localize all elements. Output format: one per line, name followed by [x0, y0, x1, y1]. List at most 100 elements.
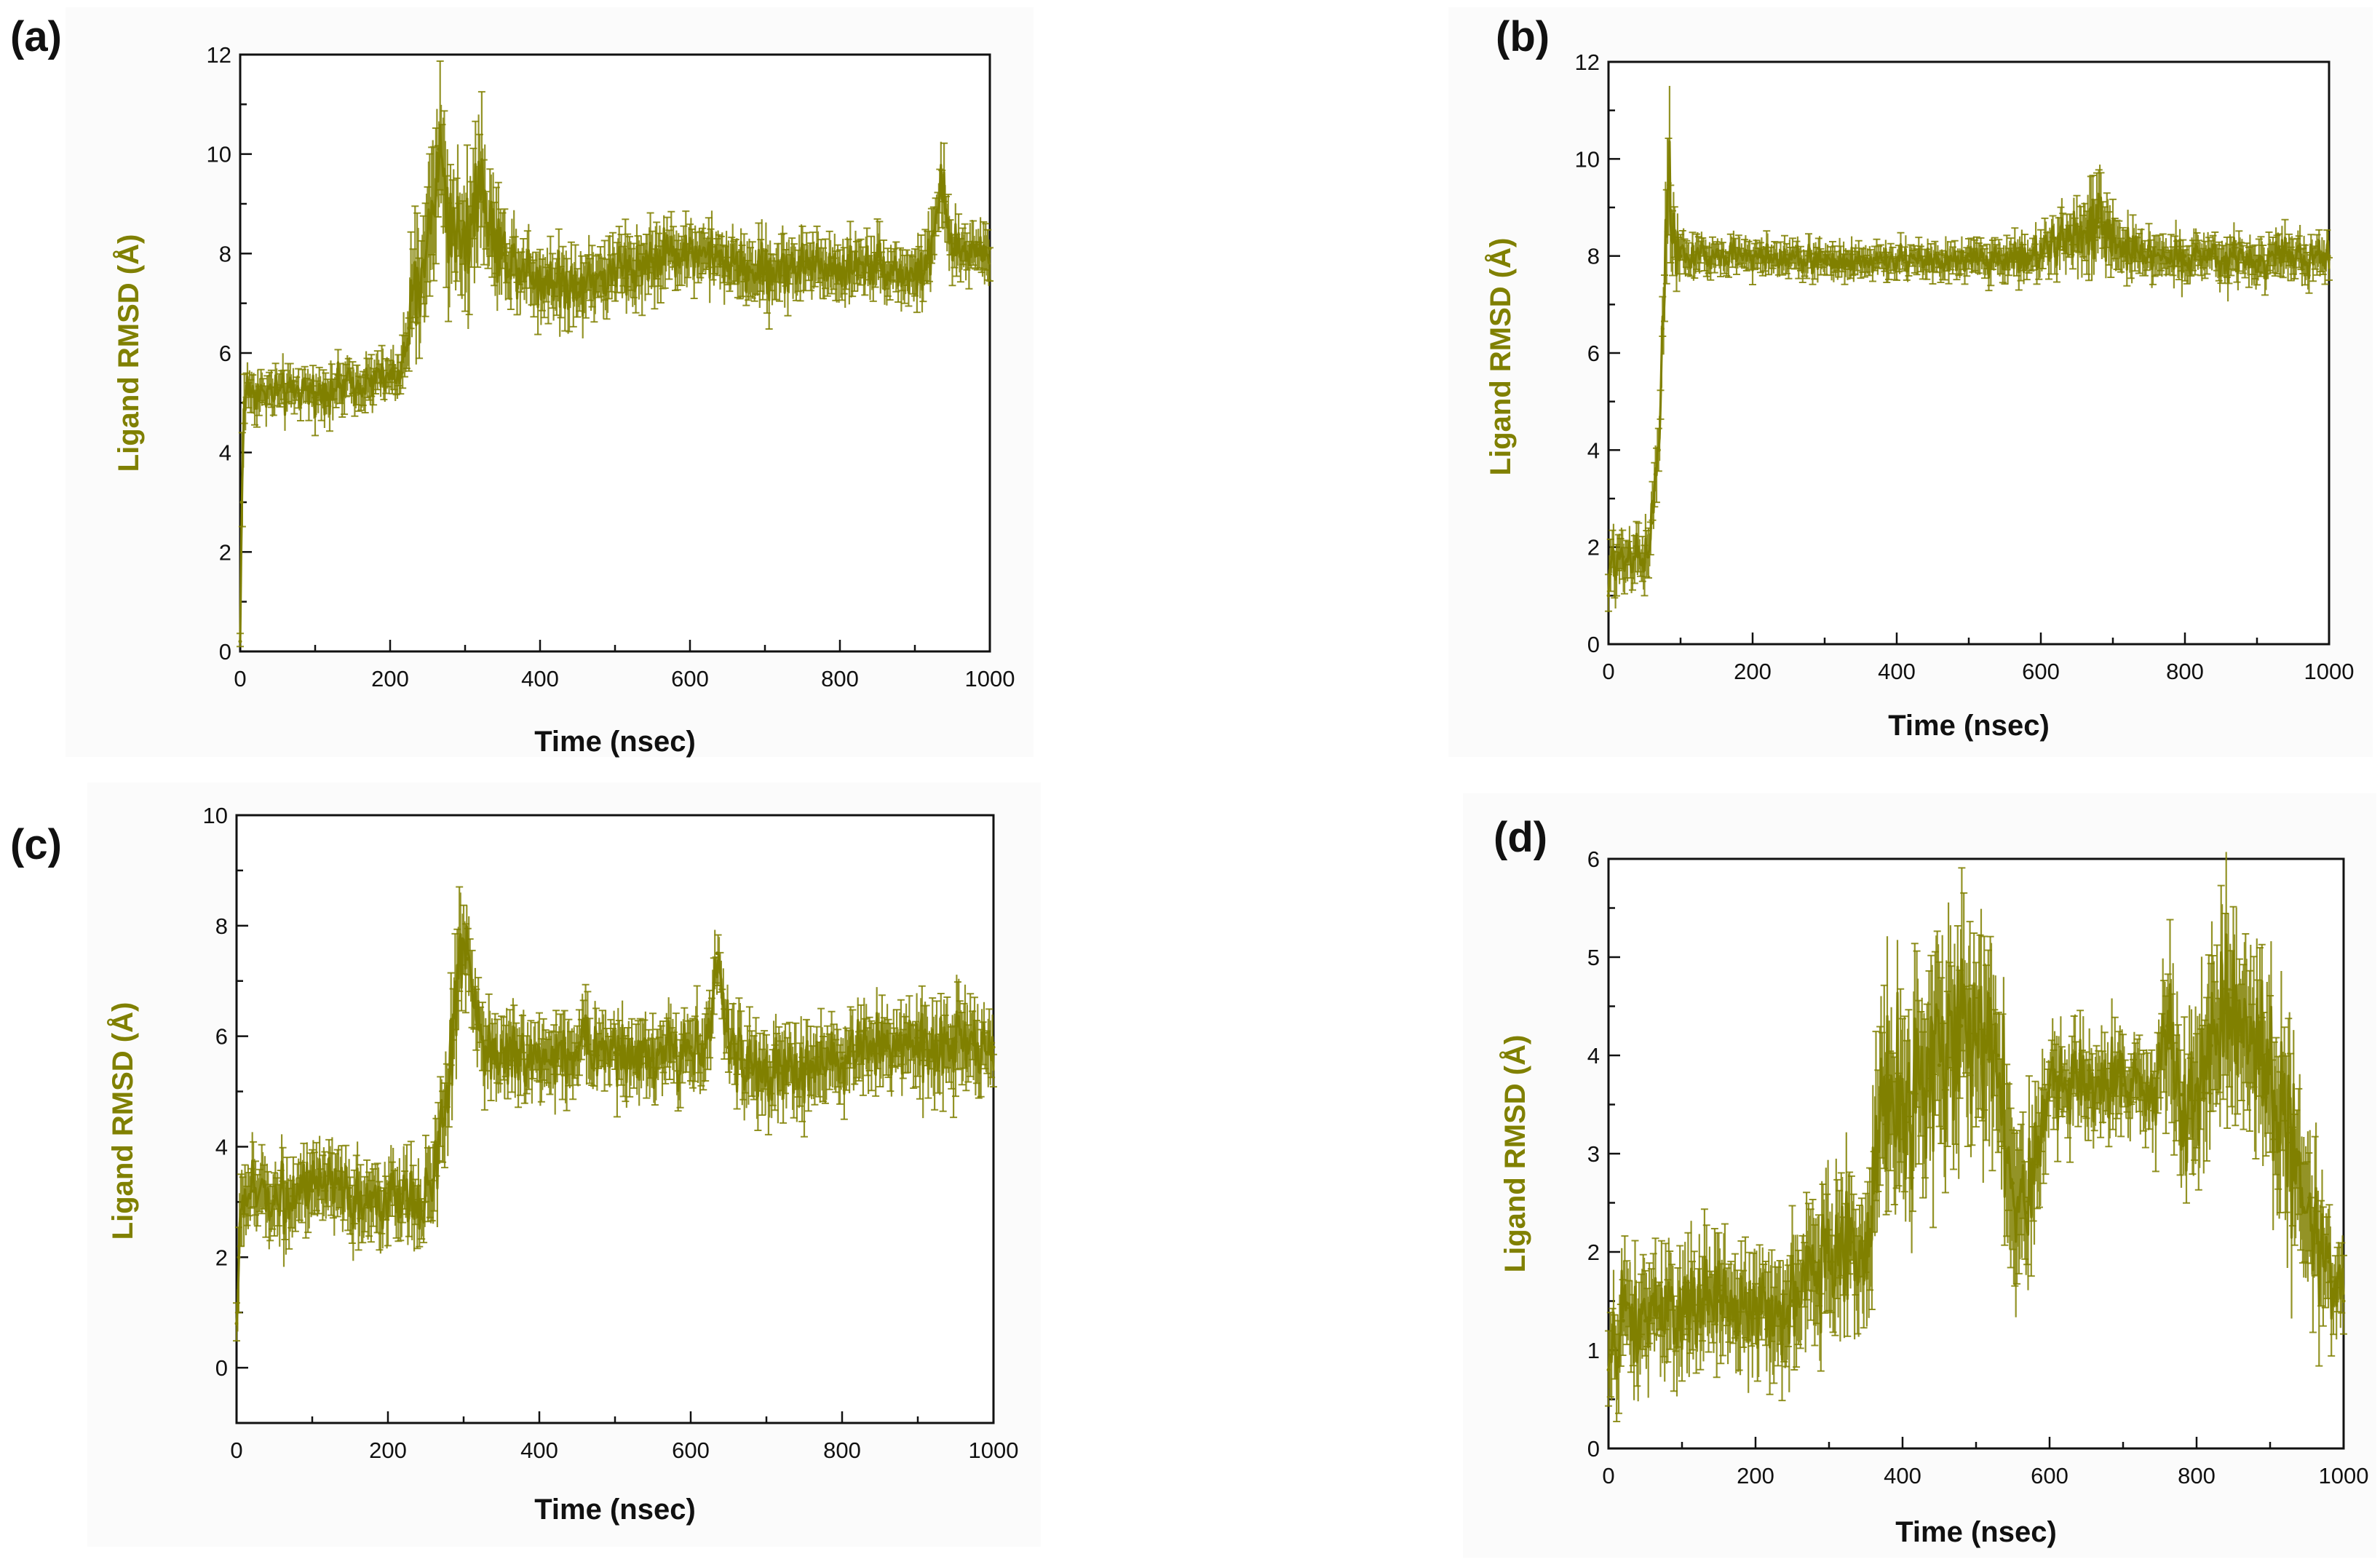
data-point — [501, 251, 504, 255]
y-tick-label: 4 — [1587, 1043, 1600, 1069]
data-point — [1667, 181, 1672, 186]
data-point — [2232, 1024, 2235, 1028]
panel-d-y-ticks: 0 1 2 3 4 5 6 — [1587, 847, 1620, 1462]
data-point — [988, 247, 992, 250]
data-point — [2312, 1230, 2317, 1234]
y-tick-label: 1 — [1587, 1338, 1600, 1363]
data-point — [1827, 1260, 1831, 1264]
x-tick-label: 800 — [2166, 659, 2204, 684]
series-line — [239, 124, 991, 641]
panel-b-x-axis-title: Time (nsec) — [1888, 710, 2050, 742]
x-tick-label: 400 — [521, 666, 559, 691]
panel-b-plot-frame — [1607, 60, 2331, 646]
data-point — [2268, 1063, 2272, 1067]
x-tick-label: 1000 — [2319, 1463, 2369, 1488]
data-point — [2047, 1083, 2052, 1087]
data-point — [764, 1073, 769, 1077]
data-point — [253, 391, 258, 395]
y-tick-label: 8 — [1587, 244, 1600, 269]
x-tick-label: 200 — [1734, 659, 1772, 684]
data-point — [1606, 1368, 1611, 1372]
data-point — [234, 1321, 239, 1325]
data-point — [2011, 1181, 2015, 1185]
y-tick-label: 4 — [215, 1134, 228, 1159]
data-point — [1895, 258, 1899, 263]
data-point — [2194, 1083, 2199, 1087]
data-point — [348, 1194, 352, 1199]
series-line — [235, 924, 995, 1323]
data-point — [953, 1039, 958, 1044]
data-point — [951, 251, 954, 255]
x-tick-label: 0 — [1602, 659, 1614, 684]
y-tick-label: 2 — [1587, 535, 1600, 560]
y-tick-label: 0 — [215, 1355, 228, 1381]
data-point — [388, 376, 392, 380]
data-point — [1657, 448, 1661, 452]
data-point — [2121, 1083, 2125, 1087]
data-point — [276, 391, 279, 395]
data-point — [407, 326, 411, 330]
data-point — [1610, 555, 1614, 559]
data-point — [238, 639, 242, 643]
panel-c: (c) 0 2 4 6 8 10 0 200 400 600 800 1000 Time (nsec… — [10, 782, 1041, 1547]
y-tick-label: 2 — [215, 1245, 228, 1270]
data-point — [575, 1045, 579, 1050]
data-point — [1750, 254, 1755, 258]
data-point — [801, 261, 804, 266]
data-point — [726, 1045, 731, 1050]
data-point — [726, 261, 729, 266]
y-tick-label: 6 — [215, 1024, 228, 1050]
data-point — [2183, 254, 2187, 258]
data-point — [1606, 593, 1611, 598]
panel-c-series — [233, 886, 997, 1342]
data-point — [802, 1067, 806, 1071]
data-point — [1653, 472, 1657, 477]
data-point — [477, 1023, 481, 1027]
x-tick-label: 200 — [369, 1438, 407, 1463]
data-point — [651, 256, 654, 261]
y-tick-label: 2 — [219, 539, 231, 565]
data-point — [1996, 1053, 2000, 1058]
panel-c-x-ticks: 0 200 400 600 800 1000 — [230, 1411, 1018, 1463]
data-point — [1864, 1269, 1868, 1274]
data-point — [838, 266, 842, 271]
data-point — [1790, 1299, 1794, 1303]
data-point — [991, 1045, 996, 1050]
y-tick-label: 10 — [1575, 146, 1600, 172]
x-tick-label: 1000 — [965, 666, 1015, 691]
y-tick-label: 6 — [1587, 847, 1600, 872]
x-tick-label: 200 — [371, 666, 409, 691]
data-point — [876, 261, 879, 266]
data-point — [715, 951, 719, 956]
data-point — [443, 1117, 447, 1121]
data-point — [2290, 1151, 2294, 1156]
data-point — [485, 221, 490, 226]
panel-a-y-ticks: 0 2 4 6 8 10 12 — [207, 42, 252, 665]
data-point — [2068, 234, 2072, 239]
x-tick-label: 400 — [1884, 1463, 1921, 1488]
data-point — [2147, 254, 2151, 258]
data-point — [272, 1194, 277, 1199]
data-point — [431, 1178, 435, 1182]
data-point — [1849, 1240, 1853, 1244]
data-point — [1715, 254, 1718, 258]
data-point — [689, 1045, 693, 1050]
series-line — [1607, 933, 2345, 1379]
y-tick-label: 4 — [219, 440, 231, 466]
x-tick-label: 800 — [823, 1438, 861, 1463]
data-point — [1871, 1191, 1876, 1195]
data-point — [1879, 1093, 1883, 1097]
x-tick-label: 0 — [230, 1438, 242, 1463]
y-tick-label: 10 — [207, 142, 231, 167]
data-point — [313, 391, 317, 395]
panel-b: (b) 0 2 4 6 8 10 12 0 200 400 600 800 1000 Time (ns… — [1448, 7, 2373, 757]
data-point — [2327, 254, 2331, 258]
y-tick-label: 10 — [203, 803, 228, 828]
panel-b-y-ticks: 0 2 4 6 8 10 12 — [1575, 49, 1620, 657]
y-tick-label: 4 — [1587, 437, 1600, 463]
x-tick-label: 0 — [234, 666, 246, 691]
data-point — [651, 1056, 655, 1061]
data-point — [688, 247, 692, 250]
panel-a-x-axis-title: Time (nsec) — [534, 726, 696, 758]
data-point — [2341, 1299, 2346, 1303]
